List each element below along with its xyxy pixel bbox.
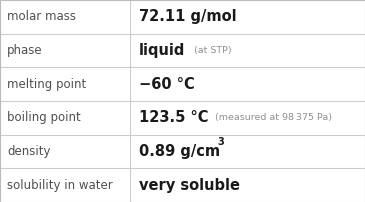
Text: phase: phase <box>7 44 43 57</box>
Text: molar mass: molar mass <box>7 10 76 23</box>
Text: 3: 3 <box>218 137 224 147</box>
Text: 72.11 g/mol: 72.11 g/mol <box>139 9 236 24</box>
Text: solubility in water: solubility in water <box>7 179 113 192</box>
Text: 123.5 °C: 123.5 °C <box>139 110 208 125</box>
Text: density: density <box>7 145 51 158</box>
Text: boiling point: boiling point <box>7 111 81 124</box>
Text: (at STP): (at STP) <box>191 46 232 55</box>
Text: liquid: liquid <box>139 43 185 58</box>
Text: very soluble: very soluble <box>139 178 240 193</box>
Text: melting point: melting point <box>7 78 87 91</box>
Text: −60 °C: −60 °C <box>139 77 195 92</box>
Text: (measured at 98 375 Pa): (measured at 98 375 Pa) <box>209 113 332 122</box>
Text: 0.89 g/cm: 0.89 g/cm <box>139 144 220 159</box>
